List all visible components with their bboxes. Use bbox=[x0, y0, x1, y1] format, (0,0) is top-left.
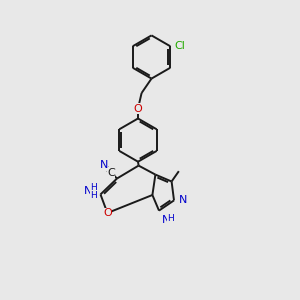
Text: H: H bbox=[90, 191, 97, 200]
Text: N: N bbox=[99, 160, 108, 170]
Text: Cl: Cl bbox=[175, 40, 186, 51]
Text: H: H bbox=[167, 214, 174, 223]
Text: O: O bbox=[134, 103, 142, 114]
Text: O: O bbox=[103, 208, 112, 218]
Text: C: C bbox=[107, 168, 115, 178]
Text: N: N bbox=[84, 186, 92, 197]
Text: H: H bbox=[90, 183, 97, 192]
Text: N: N bbox=[178, 195, 187, 206]
Text: N: N bbox=[161, 215, 170, 225]
